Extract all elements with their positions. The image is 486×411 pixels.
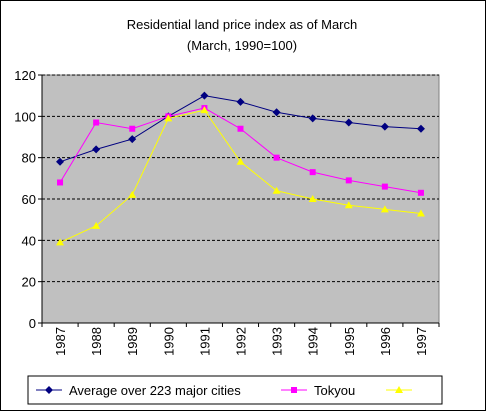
data-point-0-8 [344, 118, 353, 127]
legend-marker-0 [45, 386, 53, 394]
y-tick-label: 100 [14, 109, 36, 124]
y-tick-label: 40 [22, 233, 36, 248]
data-point-2-7 [308, 195, 317, 202]
series-layer [56, 91, 425, 246]
data-point-2-6 [272, 186, 281, 194]
x-tick-label: 1990 [161, 327, 176, 356]
x-tick-label: 1997 [414, 327, 429, 356]
data-point-1-10 [417, 189, 424, 196]
legend-label-0: Average over 223 major cities [69, 383, 241, 398]
data-point-1-7 [309, 169, 316, 176]
y-axis-ticks: 0 20 40 60 80 100 120 [14, 68, 42, 331]
x-tick-label: 1991 [197, 327, 212, 356]
gridlines [42, 74, 439, 283]
legend-marker-1 [291, 387, 297, 393]
data-point-0-1 [92, 145, 101, 154]
data-point-0-6 [272, 108, 281, 117]
y-tick-label: 120 [14, 68, 36, 83]
legend-marker-2 [395, 386, 403, 393]
data-point-1-2 [129, 125, 136, 132]
x-tick-label: 1996 [378, 327, 393, 356]
data-point-2-0 [56, 238, 65, 246]
data-point-2-1 [92, 221, 101, 229]
data-point-2-8 [344, 201, 353, 209]
x-tick-label: 1992 [234, 327, 249, 356]
x-axis-ticks: 1987 1988 1989 1990 1991 1992 1993 1994 1995 1996… [41, 323, 440, 356]
data-point-2-10 [416, 209, 425, 217]
legend: Average over 223 major cities Tokyou [27, 375, 443, 405]
data-point-1-5 [237, 125, 244, 132]
data-point-0-5 [236, 97, 245, 106]
data-point-1-8 [345, 177, 352, 184]
data-point-0-7 [308, 114, 317, 123]
x-tick-label: 1987 [53, 327, 68, 356]
data-point-1-1 [93, 119, 100, 126]
data-point-0-2 [128, 135, 137, 144]
x-tick-label: 1995 [342, 327, 357, 356]
chart-subtitle: (March, 1990=100) [187, 38, 297, 53]
y-tick-label: 80 [22, 151, 36, 166]
data-point-0-10 [416, 124, 425, 133]
data-point-2-9 [380, 205, 389, 213]
data-point-1-9 [381, 183, 388, 190]
y-tick-label: 0 [29, 316, 36, 331]
x-tick-label: 1988 [89, 327, 104, 356]
data-point-2-5 [236, 157, 245, 165]
data-point-0-9 [380, 122, 389, 131]
series-2 [56, 106, 425, 246]
data-point-1-0 [57, 179, 64, 186]
y-tick-label: 60 [22, 192, 36, 207]
legend-label-1: Tokyou [314, 383, 355, 398]
data-point-2-4 [200, 106, 209, 114]
data-point-1-6 [273, 154, 280, 161]
y-tick-label: 20 [22, 275, 36, 290]
x-tick-label: 1994 [306, 327, 321, 356]
data-point-2-2 [128, 190, 137, 198]
x-tick-label: 1989 [125, 327, 140, 356]
chart-title: Residential land price index as of March [127, 17, 358, 32]
data-point-0-0 [56, 157, 65, 166]
legend-box [27, 375, 443, 405]
data-point-0-4 [200, 91, 209, 100]
data-point-2-3 [164, 114, 173, 122]
x-tick-label: 1993 [270, 327, 285, 356]
